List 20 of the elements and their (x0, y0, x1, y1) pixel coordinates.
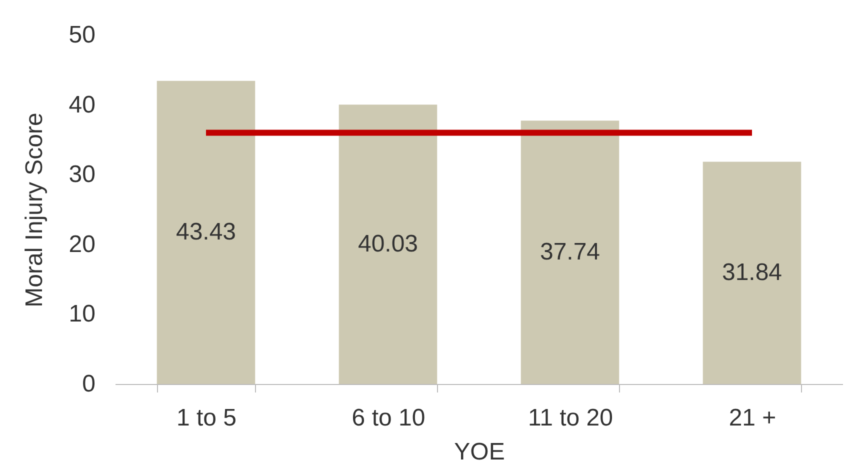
x-tick-label: 21 + (728, 404, 776, 432)
y-tick-label: 30 (68, 161, 96, 188)
bar (156, 80, 256, 384)
x-tick-label: 1 to 5 (176, 404, 237, 432)
bar (702, 162, 802, 384)
bar (520, 120, 620, 384)
x-axis-title: YOE (454, 438, 505, 466)
bar (338, 104, 438, 384)
y-tick-label: 0 (82, 370, 96, 398)
data-label: 43.43 (176, 218, 236, 246)
x-tick-label: 11 to 20 (528, 404, 613, 432)
data-label: 40.03 (358, 230, 418, 258)
y-tick-label: 20 (68, 230, 96, 258)
y-tick-label: 40 (68, 91, 96, 118)
data-label: 37.74 (540, 238, 600, 266)
y-axis-title: Moral Injury Score (20, 112, 48, 308)
x-tick-label: 6 to 10 (352, 404, 426, 432)
data-label: 31.84 (722, 258, 782, 286)
y-tick-label: 50 (68, 22, 96, 48)
y-tick-label: 10 (68, 300, 96, 328)
